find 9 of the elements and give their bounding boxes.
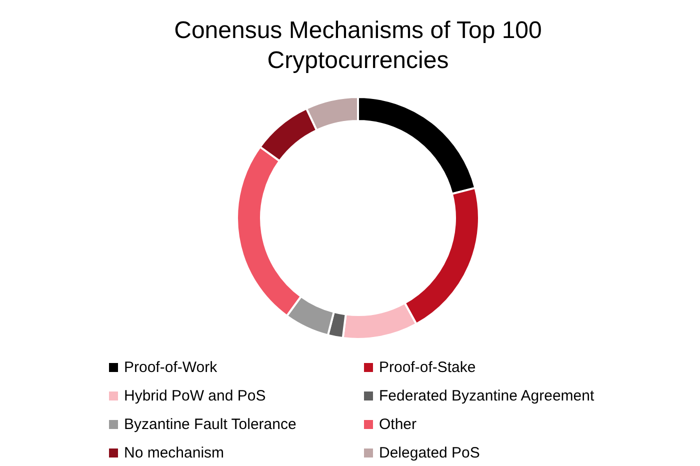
legend-label: Byzantine Fault Tolerance [124,416,296,433]
legend-label: Federated Byzantine Agreement [379,388,595,404]
legend-label: Other [379,416,417,433]
legend-label: Proof-of-Stake [379,359,476,376]
chart-title: Conensus Mechanisms of Top 100 Cryptocurrencies [174,17,542,74]
legend-label: Proof-of-Work [124,359,218,376]
legend-label: No mechanism [124,444,224,462]
legend-label: Hybrid PoW and PoS [124,388,266,404]
legend-label: Delegated PoS [379,444,480,462]
